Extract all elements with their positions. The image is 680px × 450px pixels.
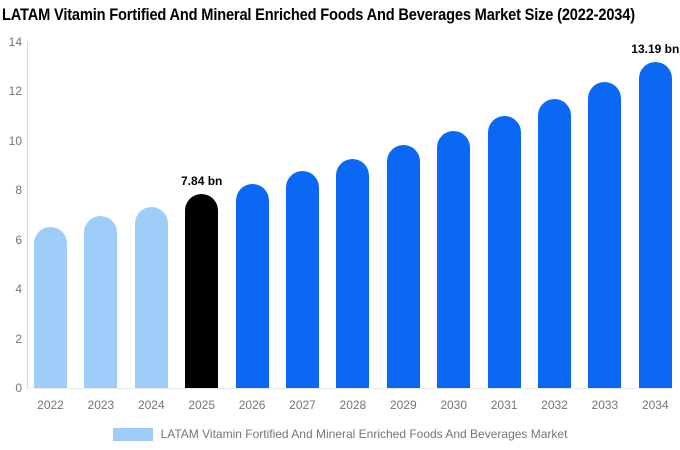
x-tick-2030: 2030	[440, 398, 468, 412]
y-tick-6: 6	[15, 232, 22, 247]
bar-2028	[336, 158, 370, 388]
x-tick-2022: 2022	[37, 398, 64, 412]
x-tick-2026: 2026	[238, 398, 266, 412]
x-tick-2027: 2027	[289, 398, 316, 412]
x-baseline	[27, 388, 672, 389]
x-tick-2031: 2031	[490, 398, 518, 412]
bar-2025	[185, 194, 219, 388]
x-tick-2029: 2029	[389, 398, 417, 412]
x-tick-2028: 2028	[339, 398, 367, 412]
y-tick-14: 14	[8, 35, 22, 49]
y-tick-2: 2	[15, 331, 22, 346]
y-tick-12: 12	[8, 84, 22, 99]
x-tick-2025: 2025	[188, 398, 216, 412]
bar-2027	[286, 171, 319, 388]
legend-swatch	[112, 427, 153, 441]
y-tick-10: 10	[8, 133, 22, 148]
bar-2024	[134, 207, 168, 388]
bar-2029	[386, 145, 420, 388]
bar-2032	[538, 99, 571, 388]
bar-2023	[84, 216, 118, 388]
x-tick-2023: 2023	[87, 398, 115, 412]
chart-title: LATAM Vitamin Fortified And Mineral Enri…	[2, 5, 635, 24]
bar-2022	[34, 227, 67, 388]
bar-value-label-2034: 13.19 bn	[631, 42, 680, 57]
bar-2030	[437, 131, 471, 388]
bar-2033	[588, 81, 622, 388]
y-axis-line	[27, 42, 28, 388]
bar-2031	[487, 115, 521, 388]
x-tick-2033: 2033	[591, 398, 619, 412]
x-tick-2034: 2034	[641, 398, 669, 412]
bar-value-label-2025: 7.84 bn	[181, 174, 223, 189]
legend-label: LATAM Vitamin Fortified And Mineral Enri…	[160, 427, 568, 441]
y-tick-0: 0	[15, 381, 22, 395]
bar-2026	[235, 184, 269, 388]
bar-2034	[638, 62, 672, 388]
x-tick-2024: 2024	[137, 398, 165, 412]
legend: LATAM Vitamin Fortified And Mineral Enri…	[0, 427, 680, 441]
y-tick-4: 4	[15, 282, 22, 297]
y-tick-8: 8	[15, 183, 22, 198]
x-tick-2032: 2032	[541, 398, 568, 412]
